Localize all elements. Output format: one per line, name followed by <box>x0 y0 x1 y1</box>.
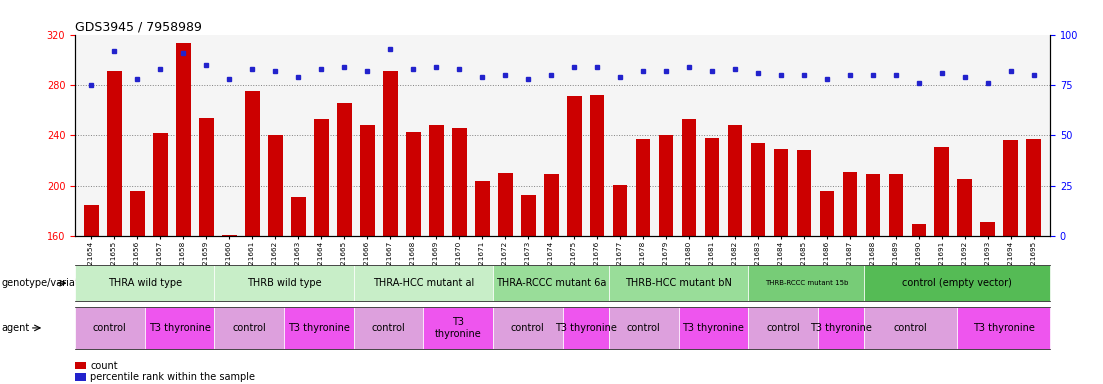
Text: THRA-RCCC mutant 6a: THRA-RCCC mutant 6a <box>495 278 607 288</box>
Text: GDS3945 / 7958989: GDS3945 / 7958989 <box>75 20 202 33</box>
Bar <box>336 103 352 236</box>
Bar <box>429 125 443 236</box>
Bar <box>635 139 651 236</box>
Bar <box>360 125 375 236</box>
Bar <box>152 133 168 236</box>
Text: control: control <box>233 323 266 333</box>
Bar <box>682 119 696 236</box>
Text: THRB-RCCC mutant 15b: THRB-RCCC mutant 15b <box>764 280 848 286</box>
Text: control: control <box>93 323 127 333</box>
Bar <box>107 71 121 236</box>
Bar <box>612 184 628 236</box>
Bar <box>313 119 329 236</box>
Bar <box>84 205 98 236</box>
Bar <box>1027 139 1041 236</box>
Bar <box>383 71 397 236</box>
Text: count: count <box>90 361 118 371</box>
Bar <box>981 222 995 236</box>
Bar <box>268 136 282 236</box>
Text: THRB wild type: THRB wild type <box>247 278 321 288</box>
Text: control: control <box>511 323 545 333</box>
Bar <box>843 172 857 236</box>
Bar <box>290 197 306 236</box>
Bar <box>175 43 191 236</box>
Bar <box>406 132 420 236</box>
Bar <box>567 96 581 236</box>
Bar <box>245 91 259 236</box>
Text: THRA-HCC mutant al: THRA-HCC mutant al <box>373 278 474 288</box>
Bar <box>934 147 950 236</box>
Text: T3 thyronine: T3 thyronine <box>149 323 211 333</box>
Bar <box>497 173 513 236</box>
Bar <box>544 174 558 236</box>
Bar <box>130 191 144 236</box>
Bar <box>705 138 719 236</box>
Text: control: control <box>627 323 661 333</box>
Text: T3 thyronine: T3 thyronine <box>973 323 1035 333</box>
Bar <box>1004 141 1018 236</box>
Text: agent: agent <box>1 323 30 333</box>
Bar <box>521 195 536 236</box>
Bar <box>658 136 674 236</box>
Bar <box>820 191 835 236</box>
Text: control: control <box>767 323 800 333</box>
Text: T3 thyronine: T3 thyronine <box>555 323 617 333</box>
Text: control: control <box>893 323 928 333</box>
Text: control: control <box>372 323 405 333</box>
Text: T3
thyronine: T3 thyronine <box>435 317 481 339</box>
Bar <box>728 125 742 236</box>
Bar <box>866 174 880 236</box>
Bar <box>796 151 812 236</box>
Text: T3 thyronine: T3 thyronine <box>683 323 745 333</box>
Text: T3 thyronine: T3 thyronine <box>288 323 350 333</box>
Bar <box>589 95 604 236</box>
Bar <box>451 128 467 236</box>
Bar <box>957 179 973 236</box>
Text: THRA wild type: THRA wild type <box>108 278 182 288</box>
Bar <box>911 223 927 236</box>
Text: THRB-HCC mutant bN: THRB-HCC mutant bN <box>625 278 732 288</box>
Text: genotype/variation: genotype/variation <box>1 278 94 288</box>
Text: percentile rank within the sample: percentile rank within the sample <box>90 372 256 382</box>
Bar <box>199 118 214 236</box>
Text: T3 thyronine: T3 thyronine <box>811 323 872 333</box>
Bar <box>750 143 765 236</box>
Bar <box>889 174 903 236</box>
Bar <box>474 181 490 236</box>
Bar <box>773 149 789 236</box>
Text: control (empty vector): control (empty vector) <box>902 278 1013 288</box>
Bar <box>222 235 236 236</box>
